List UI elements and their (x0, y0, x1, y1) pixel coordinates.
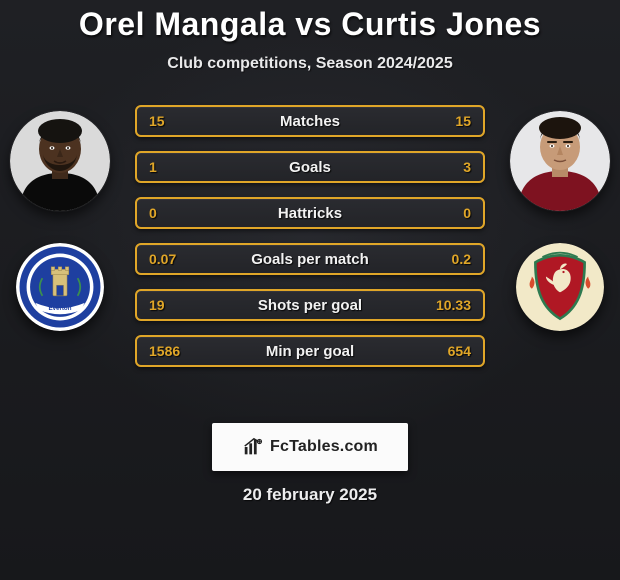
everton-crest-icon: Everton (16, 243, 104, 331)
player1-avatar-icon (10, 111, 110, 211)
player2-avatar-icon (510, 111, 610, 211)
player1-portrait (10, 111, 110, 211)
stat-right-value: 0.2 (421, 251, 471, 267)
stat-row-shots-per-goal: 19 Shots per goal 10.33 (135, 289, 485, 321)
stat-left-value: 15 (149, 113, 199, 129)
date-text: 20 february 2025 (0, 485, 620, 505)
player2-club-crest (516, 243, 604, 331)
stat-left-value: 19 (149, 297, 199, 313)
stat-left-value: 0 (149, 205, 199, 221)
stat-left-value: 1586 (149, 343, 199, 359)
fctables-logo-icon (242, 436, 264, 458)
title-vs: vs (295, 6, 332, 42)
brand-badge: FcTables.com (212, 423, 408, 471)
stat-right-value: 654 (421, 343, 471, 359)
subtitle: Club competitions, Season 2024/2025 (0, 55, 620, 73)
player1-club-crest: Everton (16, 243, 104, 331)
stat-right-value: 3 (421, 159, 471, 175)
stat-row-hattricks: 0 Hattricks 0 (135, 197, 485, 229)
stat-row-goals-per-match: 0.07 Goals per match 0.2 (135, 243, 485, 275)
stat-row-matches: 15 Matches 15 (135, 105, 485, 137)
stat-right-value: 10.33 (421, 297, 471, 313)
title-player2: Curtis Jones (341, 6, 541, 42)
player2-portrait (510, 111, 610, 211)
stat-right-value: 15 (421, 113, 471, 129)
club-left-name: Everton (49, 305, 72, 312)
stat-left-value: 0.07 (149, 251, 199, 267)
stat-left-value: 1 (149, 159, 199, 175)
title-player1: Orel Mangala (79, 6, 286, 42)
brand-text: FcTables.com (270, 438, 378, 456)
page-title: Orel Mangala vs Curtis Jones (0, 0, 620, 43)
stat-right-value: 0 (421, 205, 471, 221)
stat-row-goals: 1 Goals 3 (135, 151, 485, 183)
liverpool-crest-icon (516, 243, 604, 331)
comparison-arena: Everton (0, 101, 620, 401)
stats-rows: 15 Matches 15 1 Goals 3 0 Hattricks 0 0.… (135, 105, 485, 367)
stat-row-min-per-goal: 1586 Min per goal 654 (135, 335, 485, 367)
